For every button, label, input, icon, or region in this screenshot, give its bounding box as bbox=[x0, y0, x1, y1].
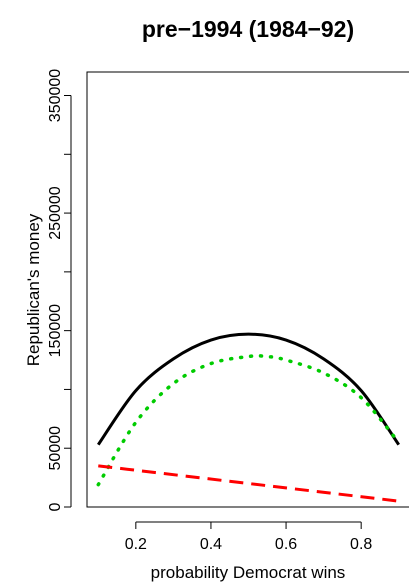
series-layer bbox=[96, 332, 401, 503]
y-axis: 0 50000 150000 250000 350000 bbox=[47, 69, 72, 511]
y-tick-label: 0 bbox=[47, 502, 64, 511]
series-line-dashed bbox=[98, 464, 399, 503]
series-line-dotted bbox=[96, 354, 401, 487]
x-tick-label: 0.4 bbox=[200, 536, 222, 553]
x-tick-label: 0.6 bbox=[275, 536, 297, 553]
y-tick-label: 350000 bbox=[47, 69, 64, 122]
y-tick-label: 150000 bbox=[47, 304, 64, 357]
y-axis-label: Republican's money bbox=[24, 213, 43, 366]
x-tick-label: 0.2 bbox=[125, 536, 147, 553]
x-tick-label: 0.8 bbox=[350, 536, 372, 553]
x-axis-label: probability Democrat wins bbox=[151, 563, 346, 582]
series-line-solid bbox=[97, 332, 400, 446]
chart-title: pre−1994 (1984−92) bbox=[142, 16, 354, 42]
y-tick-label: 250000 bbox=[47, 186, 64, 239]
x-axis: 0.2 0.4 0.6 0.8 bbox=[125, 521, 372, 553]
y-tick-label: 50000 bbox=[47, 426, 64, 471]
plot-frame bbox=[86, 71, 409, 508]
